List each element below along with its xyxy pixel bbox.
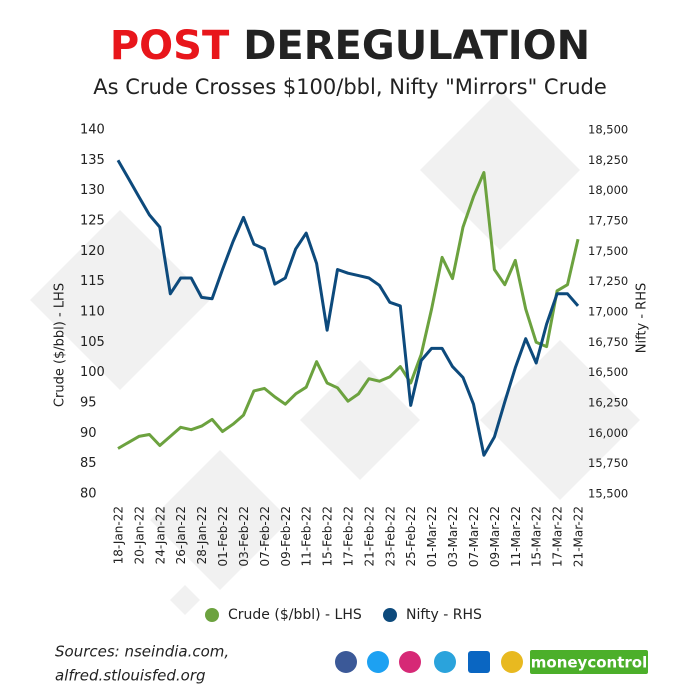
y-tick-label: 90: [80, 426, 97, 441]
y2-tick-label: 16,500: [588, 365, 628, 379]
x-tick-label: 15-Mar-22: [530, 506, 544, 567]
y-tick-label: 110: [80, 305, 105, 320]
x-tick-label: 01-Mar-22: [425, 506, 439, 567]
x-tick-label: 09-Feb-22: [279, 506, 293, 566]
y-tick-label: 140: [80, 123, 105, 138]
x-tick-label: 28-Jan-22: [195, 506, 209, 564]
y-tick-label: 80: [80, 487, 97, 502]
chart-subtitle: As Crude Crosses $100/bbl, Nifty "Mirror…: [93, 75, 607, 99]
y2-tick-label: 17,750: [588, 214, 628, 228]
x-tick-label: 21-Mar-22: [572, 506, 586, 567]
x-tick-label: 07-Mar-22: [467, 506, 481, 567]
y2-tick-label: 17,500: [588, 244, 628, 258]
y2-tick-label: 18,250: [588, 153, 628, 167]
x-tick-label: 11-Feb-22: [300, 506, 314, 566]
y2-tick-label: 17,000: [588, 305, 628, 319]
y2-axis-label: Nifty - RHS: [635, 283, 650, 354]
y-tick-label: 135: [80, 153, 105, 168]
y-tick-label: 115: [80, 274, 105, 289]
x-tick-label: 23-Feb-22: [383, 506, 397, 566]
chart-title: POST DEREGULATION: [110, 23, 590, 69]
x-tick-label: 03-Mar-22: [446, 506, 460, 567]
x-tick-label: 20-Jan-22: [132, 506, 146, 564]
series-line: [117, 171, 580, 450]
x-tick-label: 25-Feb-22: [404, 506, 418, 566]
legend-swatch: [205, 608, 219, 622]
y2-tick-label: 17,250: [588, 274, 628, 288]
x-tick-label: 24-Jan-22: [153, 506, 167, 564]
source-line: alfred.stlouisfed.org: [55, 667, 206, 685]
brand-text: moneycontrol: [531, 654, 647, 672]
x-tick-label: 11-Mar-22: [509, 506, 523, 567]
y-tick-label: 100: [80, 365, 105, 380]
legend-swatch: [383, 608, 397, 622]
title-red: POST: [110, 23, 230, 69]
y2-tick-label: 18,000: [588, 183, 628, 197]
y-tick-label: 105: [80, 335, 105, 350]
y-tick-label: 125: [80, 214, 105, 229]
y-tick-label: 85: [80, 456, 97, 471]
brand-logo: [530, 650, 648, 674]
x-tick-label: 15-Feb-22: [321, 506, 335, 566]
y-tick-label: 95: [80, 396, 97, 411]
y2-tick-label: 15,500: [588, 487, 628, 501]
y-axis-label: Crude ($/bbl) - LHS: [53, 283, 68, 407]
y2-tick-label: 16,000: [588, 426, 628, 440]
x-tick-label: 09-Mar-22: [488, 506, 502, 567]
y-tick-label: 130: [80, 183, 105, 198]
x-tick-label: 07-Feb-22: [258, 506, 272, 566]
y2-tick-label: 16,250: [588, 396, 628, 410]
social-icons: [335, 651, 523, 673]
legend-label: Nifty - RHS: [406, 607, 482, 623]
x-tick-label: 17-Mar-22: [551, 506, 565, 567]
x-tick-label: 26-Jan-22: [174, 506, 188, 564]
x-tick-label: 18-Jan-22: [112, 506, 126, 564]
x-tick-label: 03-Feb-22: [237, 506, 251, 566]
source-line: Sources: nseindia.com,: [55, 643, 229, 661]
y-tick-label: 120: [80, 244, 105, 259]
x-tick-label: 21-Feb-22: [362, 506, 376, 566]
x-tick-label: 17-Feb-22: [342, 506, 356, 566]
series-line: [116, 159, 580, 457]
x-tick-label: 01-Feb-22: [216, 506, 230, 566]
legend-label: Crude ($/bbl) - LHS: [228, 607, 362, 623]
y2-tick-label: 15,750: [588, 456, 628, 470]
title-black: DEREGULATION: [243, 23, 590, 69]
y2-tick-label: 16,750: [588, 335, 628, 349]
y2-tick-label: 18,500: [588, 123, 628, 137]
